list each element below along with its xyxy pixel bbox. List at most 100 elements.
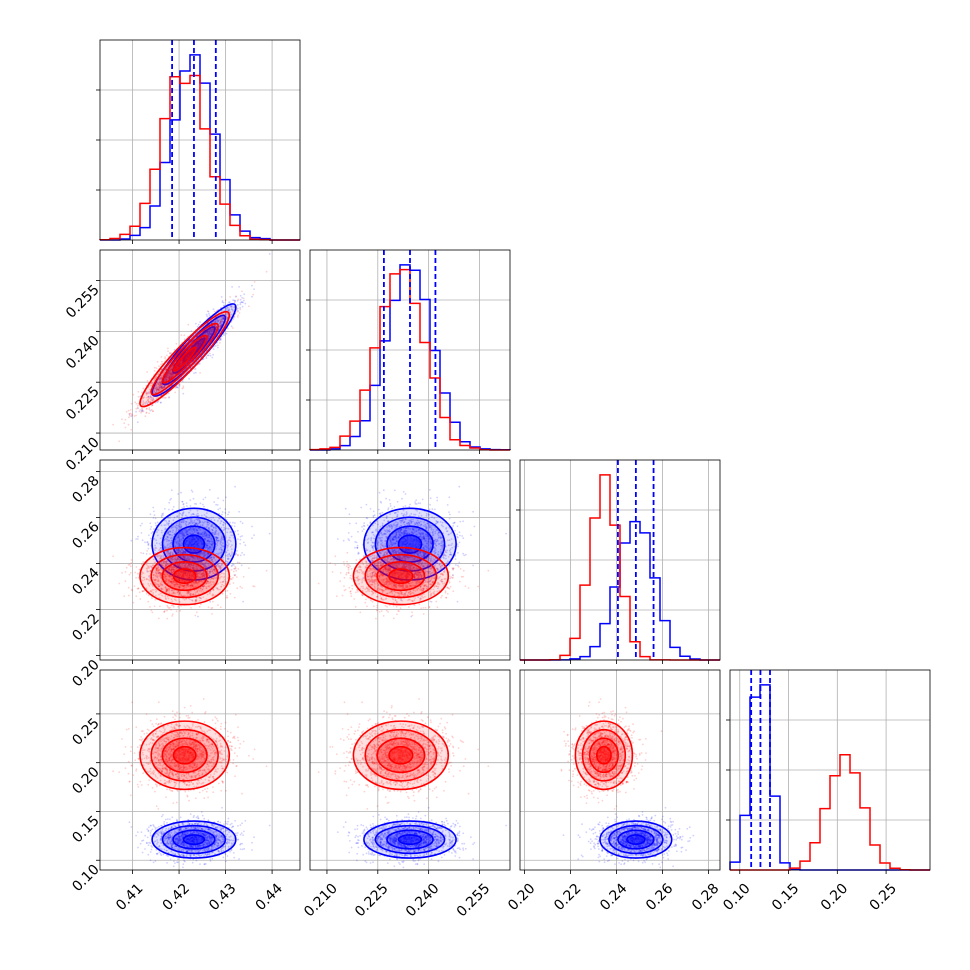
sample-point (253, 281, 256, 283)
sample-point (217, 344, 219, 347)
sample-point (146, 371, 149, 373)
sample-point (219, 324, 221, 327)
sample-point (236, 549, 238, 552)
sample-point (193, 368, 196, 370)
sample-point (239, 298, 242, 301)
sample-point (148, 534, 150, 537)
sample-point (232, 299, 235, 301)
sample-point (224, 512, 227, 514)
sample-point (252, 293, 255, 296)
sample-point (140, 391, 143, 394)
sample-point (164, 357, 167, 360)
sample-point (168, 396, 170, 398)
sample-point (221, 511, 224, 513)
sample-point (127, 423, 130, 426)
sample-point (206, 315, 209, 318)
sample-point (188, 377, 191, 380)
sample-point (147, 547, 150, 550)
sample-point (202, 503, 204, 506)
sample-point (182, 392, 185, 395)
sample-point (208, 312, 210, 315)
sample-point (212, 308, 215, 311)
histogram-step (100, 54, 300, 241)
sample-point (243, 541, 245, 544)
sample-point (164, 508, 166, 510)
sample-point (229, 521, 232, 524)
sample-point (216, 504, 219, 506)
sample-point (112, 555, 114, 558)
sample-point (152, 517, 155, 519)
sample-point (239, 535, 242, 538)
sample-point (146, 541, 149, 543)
sample-point (127, 416, 130, 419)
sample-point (265, 270, 268, 273)
sample-point (183, 334, 186, 337)
sample-point (148, 391, 151, 393)
sample-point (163, 386, 165, 388)
sample-point (112, 423, 114, 426)
sample-point (146, 379, 149, 382)
sample-point (207, 354, 210, 357)
sample-point (191, 491, 194, 493)
sample-point (136, 538, 139, 540)
sample-point (236, 561, 239, 564)
sample-point (129, 409, 132, 411)
sample-point (224, 590, 227, 593)
sample-point (156, 521, 159, 524)
sample-point (158, 381, 161, 384)
sample-point (239, 308, 242, 311)
sample-point (160, 360, 163, 363)
sample-point (156, 388, 159, 391)
sample-point (232, 564, 235, 566)
sample-point (224, 508, 227, 511)
sample-point (208, 352, 211, 355)
sample-point (132, 393, 135, 396)
sample-point (233, 525, 236, 528)
sample-point (202, 498, 205, 501)
sample-point (183, 506, 186, 508)
sample-point (216, 321, 219, 323)
y-tick-label: 0.210 (63, 434, 103, 474)
sample-point (222, 499, 225, 502)
sample-point (182, 387, 185, 389)
sample-point (133, 415, 136, 417)
sample-point (219, 606, 222, 609)
sample-point (251, 525, 253, 528)
sample-point (227, 513, 229, 516)
sample-point (170, 376, 172, 379)
sample-point (208, 333, 211, 335)
sample-point (236, 316, 239, 318)
sample-point (167, 350, 169, 352)
sample-point (237, 298, 240, 301)
sample-point (239, 554, 242, 557)
sample-point (135, 407, 138, 410)
sample-point (135, 414, 138, 417)
sample-point (154, 391, 157, 394)
sample-point (187, 323, 190, 326)
sample-point (153, 390, 156, 392)
sample-point (239, 542, 242, 545)
sample-point (243, 553, 246, 556)
sample-point (177, 493, 180, 495)
sample-point (130, 539, 133, 542)
sample-point (236, 310, 239, 313)
sample-point (136, 421, 139, 424)
sample-point (197, 345, 200, 348)
sample-point (141, 522, 143, 525)
sample-point (160, 356, 163, 358)
sample-point (204, 496, 207, 499)
sample-point (177, 365, 180, 367)
sample-point (229, 592, 232, 595)
sample-point (268, 532, 271, 535)
sample-point (221, 513, 223, 516)
sample-point (208, 488, 211, 491)
sample-point (210, 330, 213, 333)
sample-point (232, 570, 235, 573)
sample-point (194, 614, 197, 617)
sample-point (118, 440, 121, 443)
sample-point (220, 310, 223, 312)
panel-frame (99, 39, 301, 241)
sample-point (217, 346, 219, 349)
sample-point (176, 386, 179, 389)
